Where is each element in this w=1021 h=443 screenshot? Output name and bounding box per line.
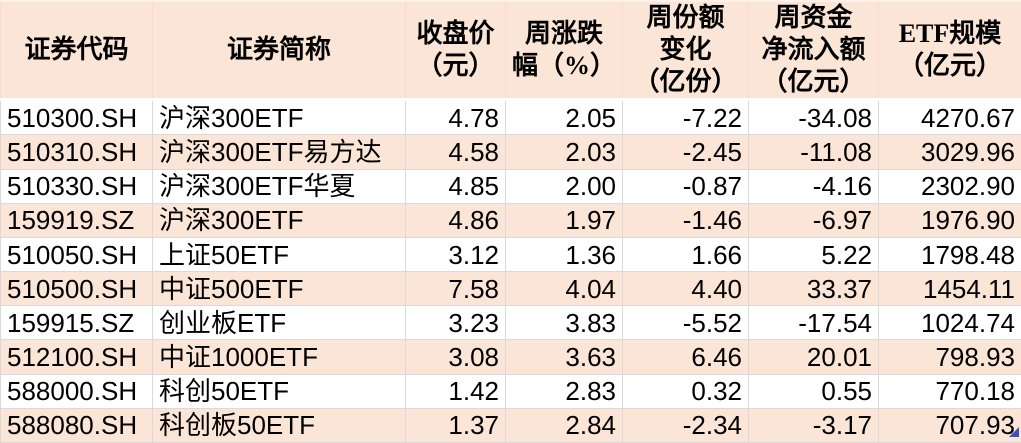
cell-scale: 3029.96: [878, 134, 1021, 170]
table-row: 159915.SZ 创业板ETF 3.23 3.83 -5.52 -17.54 1024.7…: [0, 305, 1021, 341]
cell-name: 沪深300ETF华夏: [152, 168, 406, 204]
cell-code: 588080.SH: [0, 407, 153, 443]
cell-scale: 1454.11: [878, 271, 1021, 307]
cell-name: 上证50ETF: [152, 236, 406, 273]
column-header-scale: ETF规模 （亿元）: [878, 0, 1021, 101]
cell-close: 4.78: [405, 98, 506, 136]
table-row: 159919.SZ 沪深300ETF 4.86 1.97 -1.46 -6.97 1976.…: [0, 202, 1021, 238]
cell-share_change: -0.87: [622, 168, 749, 204]
cell-close: 4.85: [405, 168, 506, 204]
cell-share_change: -1.46: [622, 202, 749, 238]
cell-net_inflow: -34.08: [748, 98, 879, 136]
cell-change: 1.36: [505, 236, 623, 273]
cell-code: 510500.SH: [0, 271, 153, 307]
cell-code: 159915.SZ: [0, 305, 153, 341]
cell-scale: 770.18: [878, 373, 1021, 409]
cell-code: 510310.SH: [0, 134, 153, 170]
cell-share_change: -7.22: [622, 98, 749, 136]
cell-change: 1.97: [505, 202, 623, 238]
cell-net_inflow: -17.54: [748, 305, 879, 341]
table-row: 588000.SH 科创50ETF 1.42 2.83 0.32 0.55 770.18: [0, 373, 1021, 409]
cell-scale: 4270.67: [878, 98, 1021, 136]
cell-change: 2.03: [505, 134, 623, 170]
column-header-net_inflow: 周资金 净流入额 （亿元）: [748, 0, 879, 101]
cell-share_change: 4.40: [622, 271, 749, 307]
column-header-close: 收盘价 （元）: [405, 0, 506, 101]
cell-name: 沪深300ETF: [152, 98, 406, 136]
cell-net_inflow: -6.97: [748, 202, 879, 238]
cell-share_change: -5.52: [622, 305, 749, 341]
cell-net_inflow: -3.17: [748, 407, 879, 443]
table-row: 510300.SH 沪深300ETF 4.78 2.05 -7.22 -34.08 4270…: [0, 98, 1021, 136]
cell-scale: 707.93: [878, 407, 1021, 443]
table-header: 证券代码 证券简称 收盘价 （元） 周涨跌 幅（%） 周份额 变化 （亿份） 周资金 净流…: [0, 0, 1021, 101]
cell-share_change: 6.46: [622, 339, 749, 375]
cell-net_inflow: -4.16: [748, 168, 879, 204]
cell-close: 1.37: [405, 407, 506, 443]
cell-scale: 1798.48: [878, 236, 1021, 273]
cell-share_change: -2.34: [622, 407, 749, 443]
cell-close: 4.86: [405, 202, 506, 238]
cell-share_change: 1.66: [622, 236, 749, 273]
cell-change: 2.83: [505, 373, 623, 409]
table-row: 510330.SH 沪深300ETF华夏 4.85 2.00 -0.87 -4.16 230…: [0, 168, 1021, 204]
column-header-share_change: 周份额 变化 （亿份）: [622, 0, 749, 101]
cell-close: 3.12: [405, 236, 506, 273]
header-row: 证券代码 证券简称 收盘价 （元） 周涨跌 幅（%） 周份额 变化 （亿份） 周资金 净流…: [0, 0, 1021, 101]
column-header-change: 周涨跌 幅（%）: [505, 0, 623, 101]
column-header-name: 证券简称: [152, 0, 406, 101]
cell-close: 3.08: [405, 339, 506, 375]
table-body: 510300.SH 沪深300ETF 4.78 2.05 -7.22 -34.08 4270…: [0, 98, 1021, 443]
table-row: 510500.SH 中证500ETF 7.58 4.04 4.40 33.37 1454.1…: [0, 271, 1021, 307]
cell-net_inflow: 0.55: [748, 373, 879, 409]
cell-change: 2.05: [505, 98, 623, 136]
cell-name: 中证1000ETF: [152, 339, 406, 375]
cell-code: 510330.SH: [0, 168, 153, 204]
cell-change: 3.63: [505, 339, 623, 375]
cell-name: 中证500ETF: [152, 271, 406, 307]
cell-share_change: 0.32: [622, 373, 749, 409]
table-row: 588080.SH 科创板50ETF 1.37 2.84 -2.34 -3.17 707.9…: [0, 407, 1021, 443]
cell-net_inflow: 33.37: [748, 271, 879, 307]
cell-net_inflow: -11.08: [748, 134, 879, 170]
cell-change: 4.04: [505, 271, 623, 307]
cell-net_inflow: 20.01: [748, 339, 879, 375]
cell-close: 4.58: [405, 134, 506, 170]
table-resize-handle-icon[interactable]: [1009, 427, 1019, 437]
cell-name: 科创板50ETF: [152, 407, 406, 443]
cell-close: 7.58: [405, 271, 506, 307]
table-row: 512100.SH 中证1000ETF 3.08 3.63 6.46 20.01 798.9…: [0, 339, 1021, 375]
column-header-code: 证券代码: [0, 0, 153, 101]
cell-code: 159919.SZ: [0, 202, 153, 238]
cell-change: 2.84: [505, 407, 623, 443]
cell-code: 510300.SH: [0, 98, 153, 136]
cell-scale: 1976.90: [878, 202, 1021, 238]
cell-name: 科创50ETF: [152, 373, 406, 409]
cell-scale: 798.93: [878, 339, 1021, 375]
cell-close: 1.42: [405, 373, 506, 409]
cell-name: 创业板ETF: [152, 305, 406, 341]
cell-name: 沪深300ETF: [152, 202, 406, 238]
cell-change: 2.00: [505, 168, 623, 204]
cell-code: 512100.SH: [0, 339, 153, 375]
cell-change: 3.83: [505, 305, 623, 341]
cell-name: 沪深300ETF易方达: [152, 134, 406, 170]
cell-close: 3.23: [405, 305, 506, 341]
cell-scale: 1024.74: [878, 305, 1021, 341]
cell-share_change: -2.45: [622, 134, 749, 170]
table-row: 510310.SH 沪深300ETF易方达 4.58 2.03 -2.45 -11.08 3…: [0, 134, 1021, 170]
cell-code: 510050.SH: [0, 236, 153, 273]
cell-net_inflow: 5.22: [748, 236, 879, 273]
cell-scale: 2302.90: [878, 168, 1021, 204]
table-row: 510050.SH 上证50ETF 3.12 1.36 1.66 5.22 1798.48: [0, 236, 1021, 273]
cell-code: 588000.SH: [0, 373, 153, 409]
